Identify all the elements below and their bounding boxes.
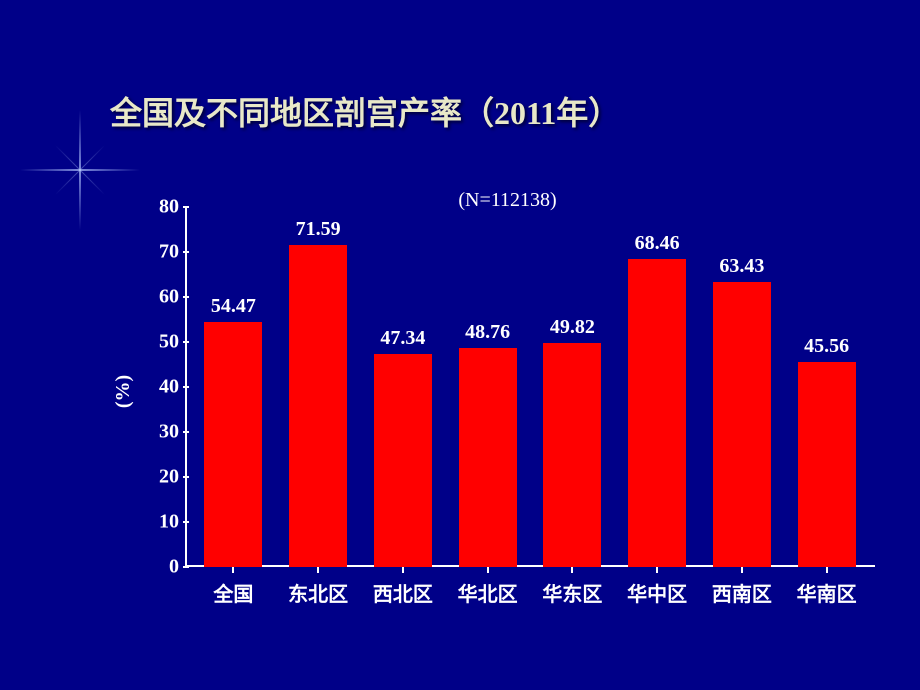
x-axis-labels: 全国东北区西北区华北区华东区华中区西南区华南区 — [185, 570, 875, 607]
x-tick-mark — [232, 567, 234, 573]
bar — [798, 362, 856, 567]
y-tick-label: 80 — [159, 196, 179, 219]
bar-value-label: 47.34 — [380, 327, 425, 350]
bar-value-label: 48.76 — [465, 321, 510, 344]
bar-group: 49.82 — [530, 316, 615, 567]
x-axis-category-label: 东北区 — [276, 570, 361, 607]
bar — [204, 322, 262, 567]
x-tick-mark — [571, 567, 573, 573]
bar-value-label: 71.59 — [296, 218, 341, 241]
bar — [374, 354, 432, 567]
y-tick-label: 10 — [159, 511, 179, 534]
bar-value-label: 45.56 — [804, 335, 849, 358]
bar-group: 54.47 — [191, 295, 276, 567]
bars-container: 54.47 71.59 47.34 48.76 49.82 68.46 63.43 45.56 — [185, 207, 875, 567]
bar — [628, 259, 686, 567]
y-tick-label: 50 — [159, 331, 179, 354]
y-tick-label: 70 — [159, 241, 179, 264]
y-axis-ticks: 01020304050607080 — [135, 207, 183, 567]
bar — [543, 343, 601, 567]
bar-group: 47.34 — [361, 327, 446, 567]
bar — [459, 348, 517, 567]
y-tick-label: 60 — [159, 286, 179, 309]
x-tick-mark — [317, 567, 319, 573]
bar-chart: (N=112138) (%) 01020304050607080 54.4771… — [135, 180, 880, 620]
x-axis-category-label: 全国 — [191, 570, 276, 607]
y-tick-label: 40 — [159, 376, 179, 399]
plot-area: 54.47 71.59 47.34 48.76 49.82 68.46 63.43 45.56 — [185, 207, 875, 567]
bar-group: 63.43 — [700, 255, 785, 567]
x-tick-mark — [741, 567, 743, 573]
x-axis-category-label: 华中区 — [615, 570, 700, 607]
x-axis-category-label: 西北区 — [361, 570, 446, 607]
y-tick-label: 0 — [169, 556, 179, 579]
bar-value-label: 49.82 — [550, 316, 595, 339]
decorative-flare-icon — [50, 140, 110, 200]
y-tick-label: 30 — [159, 421, 179, 444]
bar — [289, 245, 347, 567]
x-axis-category-label: 华东区 — [530, 570, 615, 607]
x-axis-category-label: 华南区 — [784, 570, 869, 607]
x-tick-mark — [487, 567, 489, 573]
x-tick-mark — [402, 567, 404, 573]
bar-group: 68.46 — [615, 232, 700, 567]
x-axis-category-label: 华北区 — [445, 570, 530, 607]
slide-title: 全国及不同地区剖宫产率（2011年） — [110, 88, 620, 134]
bar-value-label: 54.47 — [211, 295, 256, 318]
bar-group: 45.56 — [784, 335, 869, 567]
x-axis-category-label: 西南区 — [700, 570, 785, 607]
bar-value-label: 63.43 — [719, 255, 764, 278]
bar — [713, 282, 771, 567]
x-tick-mark — [656, 567, 658, 573]
bar-value-label: 68.46 — [635, 232, 680, 255]
x-tick-mark — [826, 567, 828, 573]
bar-group: 71.59 — [276, 218, 361, 567]
bar-group: 48.76 — [445, 321, 530, 567]
y-tick-label: 20 — [159, 466, 179, 489]
y-axis-label: (%) — [112, 375, 135, 408]
